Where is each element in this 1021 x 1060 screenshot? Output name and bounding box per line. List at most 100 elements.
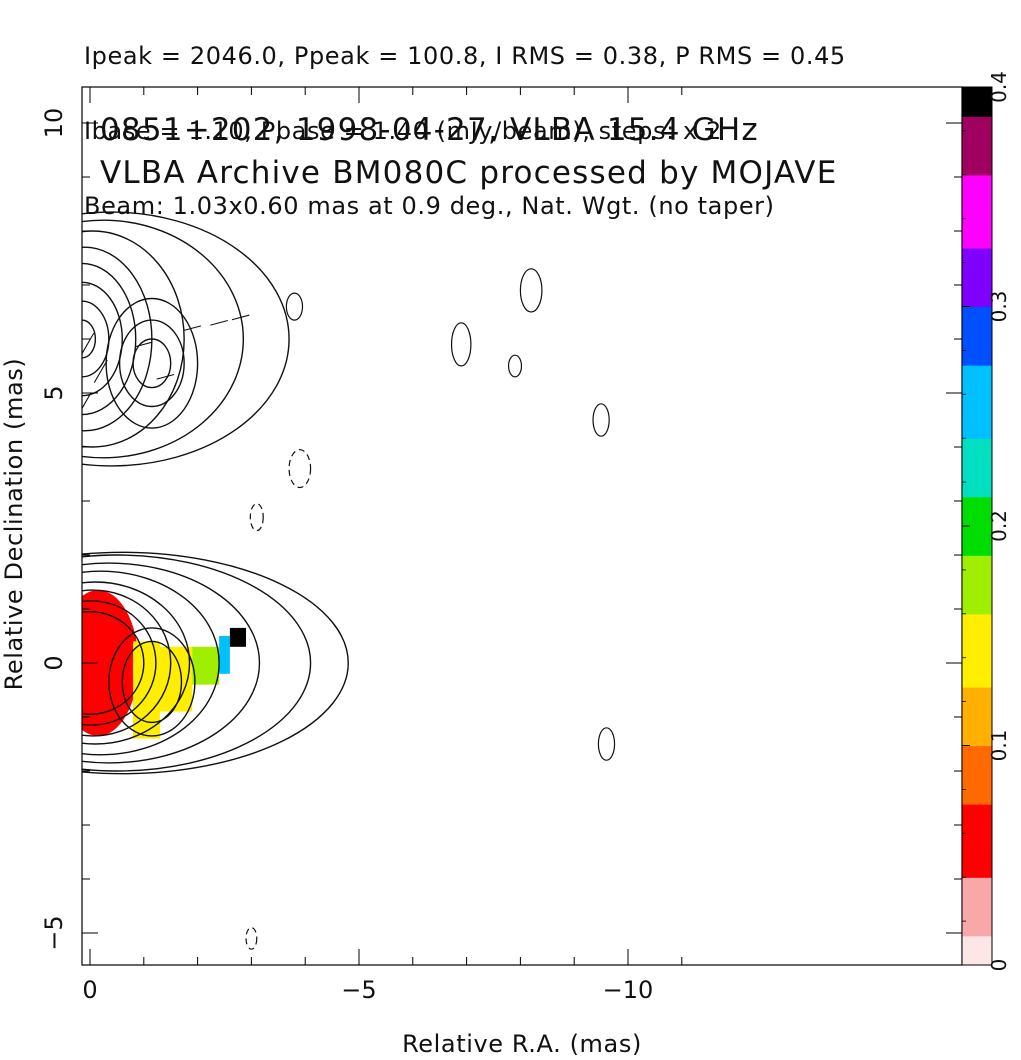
colorbar-swatch: [962, 335, 992, 351]
colorbar-swatch: [962, 452, 992, 469]
colorbar-swatch: [962, 438, 992, 454]
colorbar-swatch: [962, 482, 992, 498]
intensity-contour: [105, 297, 199, 429]
colorbar-swatch: [962, 540, 992, 556]
header-line-3: Beam: 1.03x0.60 mas at 0.9 deg., Nat. Wg…: [84, 192, 775, 220]
polarization-region: [229, 627, 247, 647]
intensity-contour: [118, 319, 185, 408]
colorbar-swatch: [962, 101, 992, 117]
colorbar-swatch: [962, 511, 992, 527]
intensity-contour: [82, 589, 172, 737]
intensity-contour: [82, 281, 123, 397]
x-axis-label: Relative R.A. (mas): [402, 1030, 642, 1058]
polarization-vector: [51, 344, 64, 367]
colorbar-swatch: [962, 862, 992, 878]
x-tick-label: 0: [82, 976, 97, 1004]
polarization-region: [219, 636, 230, 674]
polarization-vector: [231, 314, 250, 321]
colorbar-swatch: [962, 555, 992, 571]
header-line-2: Ibase = 1.10, Pbase = 1.40 (mJy/beam), s…: [84, 117, 722, 145]
colorbar-swatch: [962, 87, 992, 103]
intensity-contour: [108, 627, 196, 737]
colorbar-swatch: [962, 189, 992, 205]
colorbar-swatch: [962, 365, 992, 381]
noise-contours: [0, 268, 616, 985]
noise-contour: [519, 268, 543, 313]
map-title: 0851+202, 1998-04-27, VLBA 15.4 GHz: [100, 112, 759, 148]
colorbar-swatch: [962, 584, 992, 600]
y-tick-label: 5: [40, 385, 68, 400]
y-tick-label: 10: [40, 108, 68, 139]
colorbar-swatch: [962, 789, 992, 805]
plot-frame: [81, 86, 963, 966]
colorbar-swatch: [962, 218, 992, 234]
intensity-contour: [132, 338, 172, 389]
x-tick-label: −5: [341, 976, 376, 1004]
header-line-1: Ipeak = 2046.0, Ppeak = 100.8, I RMS = 0…: [84, 42, 846, 70]
colorbar-swatch: [962, 701, 992, 717]
colorbar-swatch: [962, 233, 992, 249]
colorbar-swatch: [962, 204, 992, 220]
colorbar-swatch: [962, 847, 992, 864]
colorbar-swatch: [962, 628, 992, 644]
colorbar-swatch: [962, 277, 992, 293]
colorbar-swatch: [962, 686, 992, 703]
colorbar-swatch: [962, 672, 992, 688]
colorbar-swatch: [962, 760, 992, 776]
colorbar-swatch: [962, 379, 992, 395]
polarization-vector: [93, 359, 108, 383]
colorbar-swatch: [962, 774, 992, 790]
polarization-vector: [156, 373, 175, 380]
intensity-contour: [82, 319, 97, 359]
colorbar: 0 0.1 0.2 0.3 0.4: [961, 71, 1011, 971]
noise-contour: [285, 292, 304, 321]
intensity-contour: [82, 562, 261, 764]
colorbar-swatch: [962, 262, 992, 278]
colorbar-swatch: [962, 804, 992, 820]
intensity-contour: [82, 611, 145, 715]
intensity-contour: [82, 230, 185, 448]
colorbar-swatch: [962, 174, 992, 191]
colorbar-swatch: [962, 291, 992, 308]
colorbar-swatch: [962, 877, 992, 893]
noise-contour: [597, 727, 616, 761]
colorbar-swatch: [962, 613, 992, 630]
colorbar-swatch: [962, 321, 992, 337]
polarization-vector: [82, 332, 95, 355]
colorbar-swatch: [962, 145, 992, 161]
polarization-vector: [54, 279, 67, 302]
colorbar-swatch: [962, 657, 992, 673]
noise-contour: [592, 403, 610, 437]
colorbar-swatch: [962, 921, 992, 937]
colorbar-tick-label: 0.4: [987, 71, 1011, 103]
intensity-contour: [82, 262, 137, 416]
colorbar-swatch: [962, 423, 992, 439]
polarization-vector: [82, 392, 92, 410]
colorbar-swatch: [962, 526, 992, 542]
colorbar-tick-label: 0.1: [987, 730, 1011, 762]
colorbar-swatch: [962, 394, 992, 410]
colorbar-swatch: [962, 891, 992, 908]
y-tick-label: 0: [40, 655, 68, 670]
colorbar-swatch: [962, 408, 992, 425]
colorbar-swatch: [962, 467, 992, 483]
intensity-contour: [82, 570, 220, 756]
negative-contour: [288, 449, 312, 489]
colorbar-swatch: [962, 116, 992, 132]
noise-contour: [450, 322, 472, 367]
polarization-vector: [210, 319, 228, 326]
polarization-vector: [183, 325, 202, 332]
colorbar-tick-label: 0.3: [987, 291, 1011, 323]
contour-layer: [51, 211, 349, 775]
noise-contour: [507, 354, 523, 378]
polarization-vector: [134, 341, 153, 348]
colorbar-swatch: [962, 730, 992, 747]
negative-contour: [245, 927, 258, 950]
noise-contour: [0, 947, 17, 985]
colorbar-swatch: [962, 745, 992, 761]
negative-contour: [249, 503, 264, 532]
intensity-contour: [121, 640, 183, 724]
intensity-contour: [82, 211, 290, 467]
